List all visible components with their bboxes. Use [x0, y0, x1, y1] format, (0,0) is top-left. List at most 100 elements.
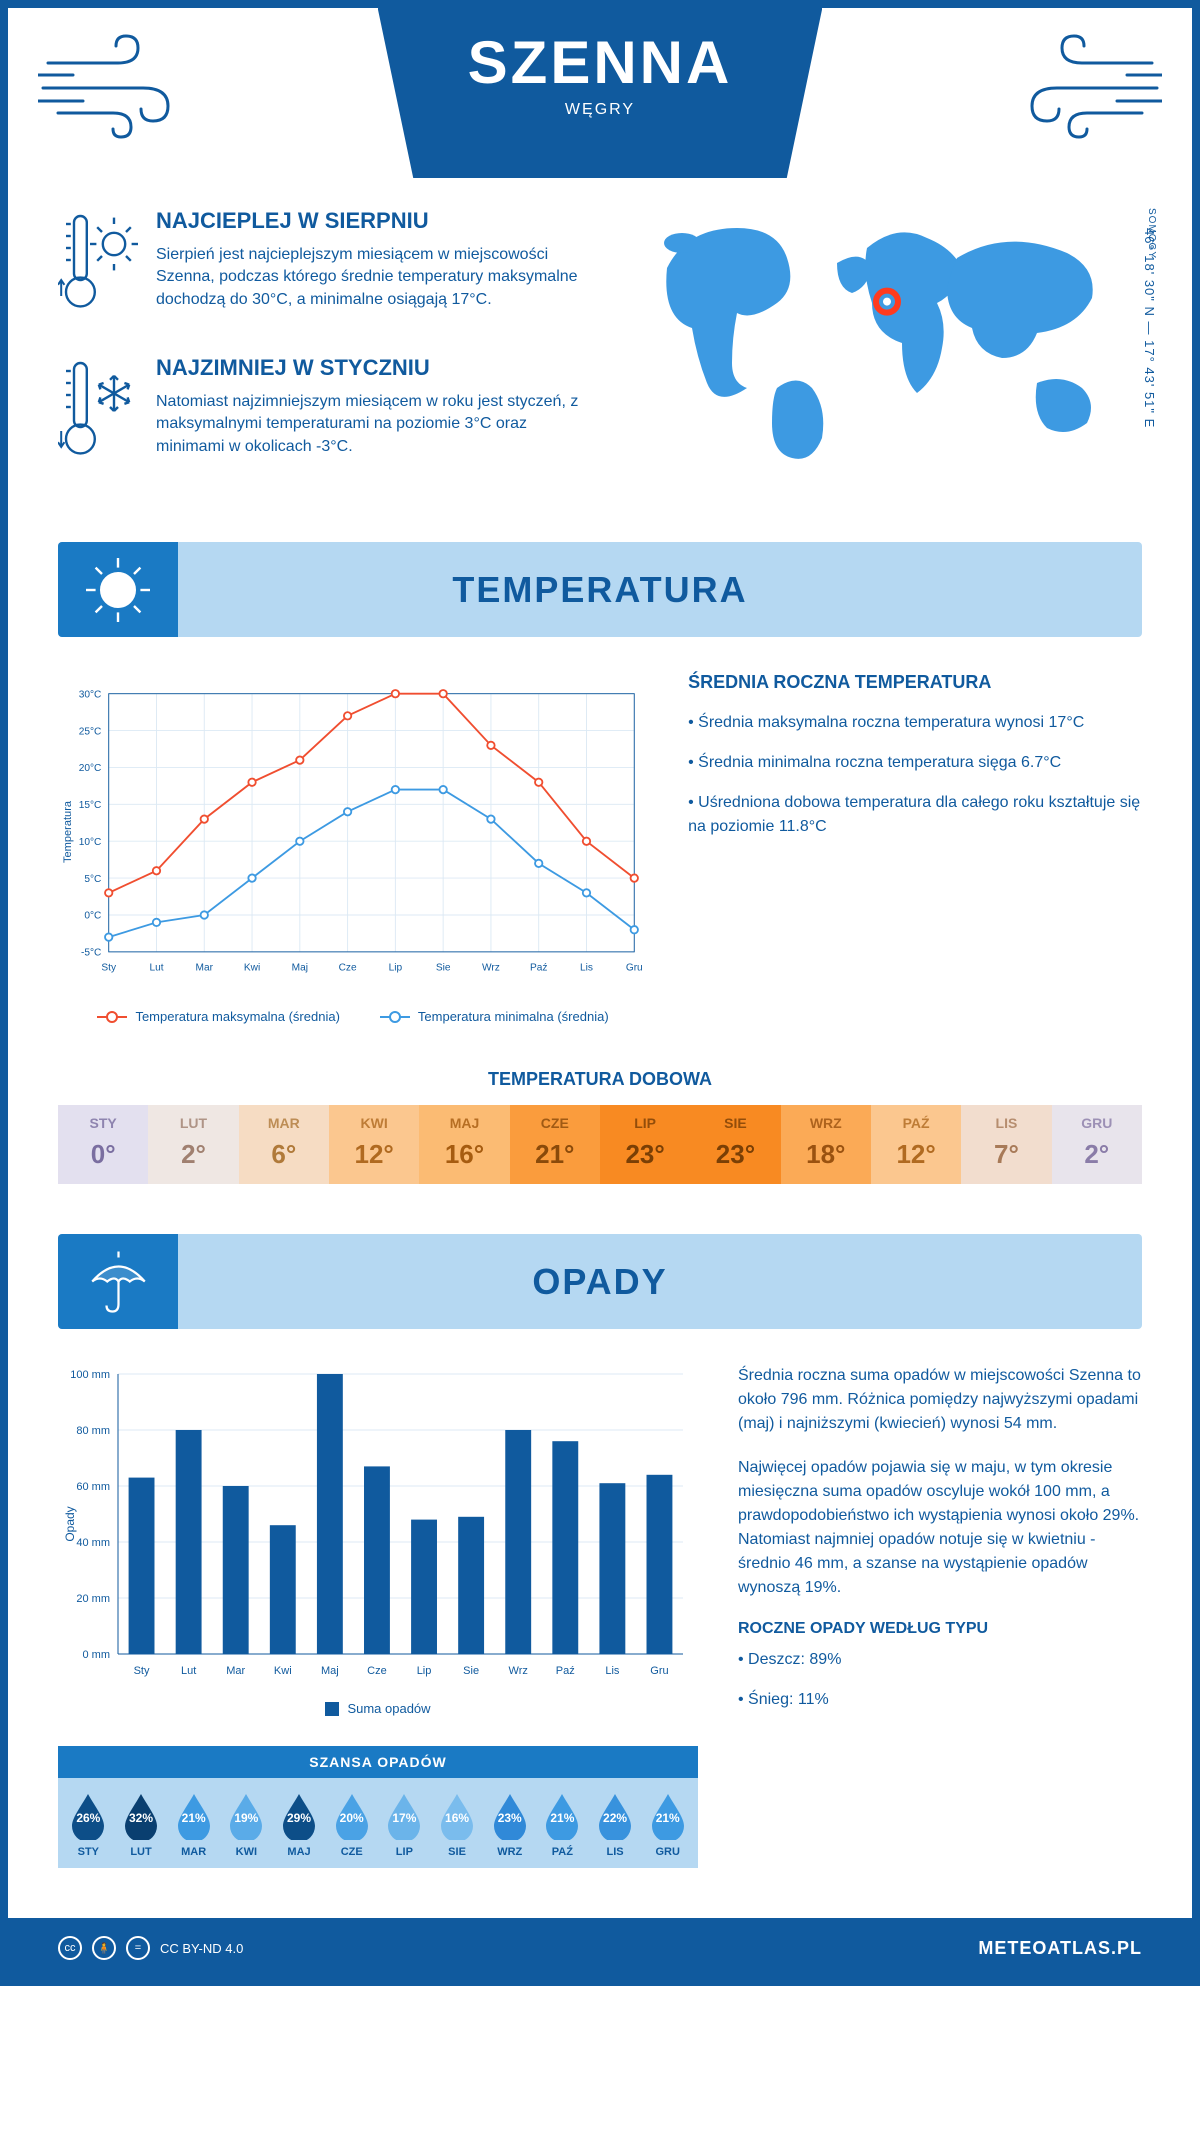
svg-text:20 mm: 20 mm [76, 1593, 110, 1605]
daily-cell: LIS7° [961, 1105, 1051, 1184]
svg-text:Sie: Sie [463, 1665, 479, 1677]
svg-text:Lip: Lip [389, 962, 403, 973]
cc-icon: cc [58, 1936, 82, 1960]
legend-min-label: Temperatura minimalna (średnia) [418, 1009, 609, 1024]
daily-temp-heading: TEMPERATURA DOBOWA [8, 1069, 1192, 1090]
svg-text:20°C: 20°C [79, 763, 102, 774]
page-frame: SZENNA WĘGRY [0, 0, 1200, 1986]
chance-cell: 16%SIE [431, 1792, 484, 1858]
daily-cell: PAŹ12° [871, 1105, 961, 1184]
precip-type-heading: ROCZNE OPADY WEDŁUG TYPU [738, 1620, 1142, 1638]
license-label: CC BY-ND 4.0 [160, 1941, 243, 1956]
chance-heading: SZANSA OPADÓW [58, 1746, 698, 1778]
svg-text:5°C: 5°C [84, 874, 101, 885]
svg-text:40 mm: 40 mm [76, 1537, 110, 1549]
svg-text:Gru: Gru [650, 1665, 668, 1677]
wind-deco-right-icon [1002, 33, 1162, 153]
chance-cell: 19%KWI [220, 1792, 273, 1858]
world-map-icon [612, 208, 1142, 468]
legend-max-label: Temperatura maksymalna (średnia) [135, 1009, 339, 1024]
daily-cell: MAJ16° [419, 1105, 509, 1184]
daily-cell: MAR6° [239, 1105, 329, 1184]
thermometer-snow-icon [58, 355, 138, 467]
svg-text:Temperatura: Temperatura [62, 800, 74, 863]
temperature-title: TEMPERATURA [452, 569, 747, 611]
temp-bullet: • Średnia maksymalna roczna temperatura … [688, 711, 1142, 735]
avg-temp-heading: ŚREDNIA ROCZNA TEMPERATURA [688, 672, 1142, 693]
precip-title: OPADY [532, 1261, 667, 1303]
svg-text:Wrz: Wrz [509, 1665, 528, 1677]
precip-chart: 0 mm20 mm40 mm60 mm80 mm100 mmOpadyStyLu… [58, 1364, 698, 1684]
hot-block: NAJCIEPLEJ W SIERPNIU Sierpień jest najc… [58, 208, 582, 320]
svg-text:60 mm: 60 mm [76, 1481, 110, 1493]
chance-cell: 21%MAR [167, 1792, 220, 1858]
page-subtitle: WĘGRY [468, 101, 733, 119]
svg-text:-5°C: -5°C [81, 948, 101, 959]
svg-text:Paź: Paź [530, 962, 547, 973]
cold-text: Natomiast najzimniejszym miesiącem w rok… [156, 391, 582, 458]
svg-text:80 mm: 80 mm [76, 1425, 110, 1437]
svg-text:Lut: Lut [149, 962, 163, 973]
svg-text:10°C: 10°C [79, 837, 102, 848]
svg-text:0 mm: 0 mm [83, 1649, 111, 1661]
temp-bullet: • Średnia minimalna roczna temperatura s… [688, 751, 1142, 775]
chance-cell: 20%CZE [325, 1792, 378, 1858]
precip-para1: Średnia roczna suma opadów w miejscowośc… [738, 1364, 1142, 1436]
svg-text:Wrz: Wrz [482, 962, 500, 973]
temperature-banner: TEMPERATURA [58, 542, 1142, 637]
precip-banner: OPADY [58, 1234, 1142, 1329]
svg-text:Kwi: Kwi [274, 1665, 292, 1677]
daily-cell: GRU2° [1052, 1105, 1142, 1184]
svg-text:Maj: Maj [292, 962, 308, 973]
svg-text:30°C: 30°C [79, 689, 102, 700]
daily-cell: KWI12° [329, 1105, 419, 1184]
svg-text:25°C: 25°C [79, 726, 102, 737]
nd-icon: = [126, 1936, 150, 1960]
header: SZENNA WĘGRY [8, 8, 1192, 178]
footer: cc 🧍 = CC BY-ND 4.0 METEOATLAS.PL [8, 1918, 1192, 1978]
svg-text:Sty: Sty [101, 962, 117, 973]
coordinates: 46° 18' 30" N — 17° 43' 51" E [1142, 228, 1157, 428]
svg-text:Mar: Mar [196, 962, 214, 973]
chance-cell: 21%GRU [641, 1792, 694, 1858]
temperature-summary: ŚREDNIA ROCZNA TEMPERATURA • Średnia mak… [688, 672, 1142, 1024]
svg-text:Cze: Cze [367, 1665, 387, 1677]
svg-text:Lis: Lis [580, 962, 593, 973]
chance-cell: 22%LIS [589, 1792, 642, 1858]
chance-cell: 32%LUT [115, 1792, 168, 1858]
svg-text:0°C: 0°C [84, 911, 101, 922]
daily-temp-table: STY0°LUT2°MAR6°KWI12°MAJ16°CZE21°LIP23°S… [58, 1105, 1142, 1184]
daily-cell: SIE23° [690, 1105, 780, 1184]
daily-cell: CZE21° [510, 1105, 600, 1184]
daily-cell: LUT2° [148, 1105, 238, 1184]
daily-cell: LIP23° [600, 1105, 690, 1184]
svg-text:Mar: Mar [226, 1665, 245, 1677]
chance-cell: 23%WRZ [483, 1792, 536, 1858]
thermometer-sun-icon [58, 208, 138, 320]
umbrella-icon [58, 1234, 178, 1329]
intro-section: NAJCIEPLEJ W SIERPNIU Sierpień jest najc… [8, 178, 1192, 542]
svg-text:Lip: Lip [417, 1665, 432, 1677]
sun-icon [58, 542, 178, 637]
svg-text:100 mm: 100 mm [70, 1369, 110, 1381]
precip-para2: Najwięcej opadów pojawia się w maju, w t… [738, 1456, 1142, 1600]
type-bullet: • Deszcz: 89% [738, 1648, 1142, 1672]
temp-bullet: • Uśredniona dobowa temperatura dla całe… [688, 791, 1142, 839]
chance-cell: 26%STY [62, 1792, 115, 1858]
type-bullet: • Śnieg: 11% [738, 1688, 1142, 1712]
svg-text:Cze: Cze [339, 962, 357, 973]
svg-text:15°C: 15°C [79, 800, 102, 811]
svg-text:Lis: Lis [605, 1665, 620, 1677]
precip-legend: Suma opadów [58, 1701, 698, 1716]
hot-text: Sierpień jest najcieplejszym miesiącem w… [156, 244, 582, 311]
svg-text:Sie: Sie [436, 962, 451, 973]
svg-text:Opady: Opady [63, 1506, 77, 1541]
chance-table: SZANSA OPADÓW 26%STY32%LUT21%MAR19%KWI29… [58, 1746, 698, 1868]
by-icon: 🧍 [92, 1936, 116, 1960]
hot-heading: NAJCIEPLEJ W SIERPNIU [156, 208, 582, 234]
svg-text:Paź: Paź [556, 1665, 575, 1677]
precip-legend-label: Suma opadów [347, 1701, 430, 1716]
chance-cell: 29%MAJ [273, 1792, 326, 1858]
cold-heading: NAJZIMNIEJ W STYCZNIU [156, 355, 582, 381]
page-title: SZENNA [468, 28, 733, 97]
